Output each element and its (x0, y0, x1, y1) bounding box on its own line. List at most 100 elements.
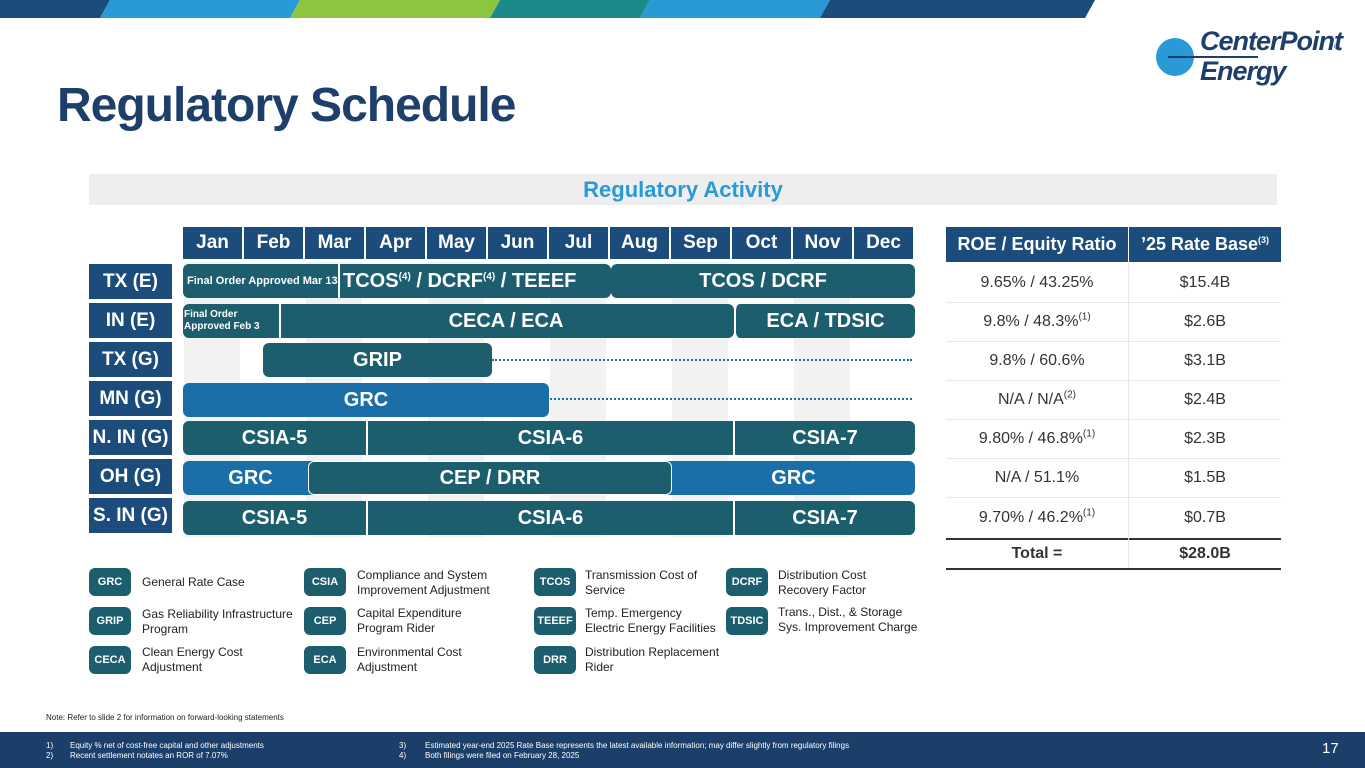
bar-label: CSIA-7 (792, 506, 858, 529)
legend-text: Transmission Cost of Service (585, 568, 698, 597)
page-title: Regulatory Schedule (57, 79, 516, 132)
centerpoint-logo: CenterPoint Energy ® (1150, 26, 1343, 96)
bar-label: CSIA-7 (792, 426, 858, 449)
month-header: Apr (366, 227, 425, 259)
table-total-value: $28.0B (1179, 545, 1231, 562)
bar-label: CSIA-6 (517, 426, 584, 449)
legend-badge: DRR (534, 646, 576, 674)
legend-badge: TEEEF (534, 607, 576, 635)
row-label: TX (G) (89, 342, 172, 377)
table-cell-rate: $2.3B (1184, 430, 1226, 447)
table-cell-rate: $2.4B (1184, 391, 1226, 408)
legend-badge: DCRF (726, 568, 768, 596)
month-header: Jul (549, 227, 608, 259)
table-cell-rate: $1.5B (1184, 469, 1226, 486)
legend-text: Temp. Emergency Electric Energy Facilitie… (585, 606, 716, 635)
footnote: 1) Equity % net of cost-free capital and … (46, 741, 264, 750)
logo-text-1: CenterPoint (1200, 26, 1343, 56)
table-cell-roe: 9.8% / 60.6% (989, 352, 1085, 369)
legend-badge: TCOS (534, 568, 576, 596)
table-divider (946, 458, 1281, 459)
bar-note: Final Order Approved Mar 13 (187, 275, 338, 287)
legend-text: Gas Reliability Infrastructure Program (142, 607, 293, 636)
bar-label: CSIA-5 (241, 426, 308, 449)
section-title: Regulatory Activity (89, 174, 1277, 205)
month-header: Sep (671, 227, 730, 259)
legend-text: General Rate Case (142, 575, 245, 589)
month-header: Nov (793, 227, 852, 259)
bar-note: Final Order Approved Feb 3 (184, 309, 260, 332)
logo-registered-mark: ® (1334, 42, 1340, 51)
logo-text-2: Energy (1200, 56, 1287, 86)
legend-badge: TDSIC (726, 607, 768, 635)
top-color-band (0, 0, 1095, 18)
schedule-bar-oh-cep: CEP / DRR (308, 461, 672, 495)
schedule-bar-tx-e-1: Final Order Approved Mar 13 TCOS(4) / DC… (183, 264, 611, 298)
page-number: 17 (1322, 740, 1339, 757)
logo-line (1168, 56, 1258, 58)
month-header: Oct (732, 227, 791, 259)
continuation-dotted-line (492, 359, 912, 361)
row-label: TX (E) (89, 264, 172, 299)
bar-divider (733, 421, 735, 455)
legend-text: Capital Expenditure Program Rider (357, 606, 462, 635)
bar-label: GRC (228, 466, 273, 489)
legend-text: Distribution Cost Recovery Factor (778, 568, 867, 597)
footnote: 4) Both filings were filed on February 28… (399, 751, 580, 760)
table-divider (946, 380, 1281, 381)
schedule-bar-s-in-g (183, 501, 915, 535)
legend-text: Compliance and System Improvement Adjustm… (357, 568, 490, 597)
footnote: 2) Recent settlement notates an ROR of 7.… (46, 751, 228, 760)
bar-label: CSIA-5 (241, 506, 308, 529)
table-header-rate-base: ’25 Rate Base(3) (1129, 227, 1281, 262)
month-header: Aug (610, 227, 669, 259)
schedule-bar-in-e-2: ECA / TDSIC (734, 304, 915, 338)
month-header: Mar (305, 227, 364, 259)
legend-badge: ECA (304, 646, 346, 674)
legend-text: Clean Energy Cost Adjustment (142, 645, 243, 674)
bar-divider (366, 501, 368, 535)
schedule-bar-mn-g: GRC (183, 383, 549, 417)
schedule-bar-n-in-g (183, 421, 915, 455)
bar-label: CECA / ECA (448, 309, 564, 332)
legend-text: Trans., Dist., & Storage Sys. Improvement… (778, 605, 918, 634)
table-cell-roe: 9.80% / 46.8%(1) (978, 428, 1096, 447)
legend-badge: CECA (89, 646, 131, 674)
row-label: S. IN (G) (89, 498, 172, 533)
table-total-top-rule (946, 538, 1281, 540)
bar-divider (733, 501, 735, 535)
footnote: 3) Estimated year-end 2025 Rate Base repr… (399, 741, 850, 750)
legend-text: Distribution Replacement Rider (585, 645, 720, 674)
table-divider (946, 341, 1281, 342)
month-header: May (427, 227, 486, 259)
continuation-dotted-line (550, 398, 912, 400)
schedule-bar-tx-g: GRIP (263, 343, 492, 377)
legend-badge: CSIA (304, 568, 346, 596)
table-divider (946, 497, 1281, 498)
table-divider (946, 419, 1281, 420)
row-label: OH (G) (89, 459, 172, 494)
row-label: IN (E) (89, 303, 172, 338)
table-cell-roe: N/A / N/A(2) (997, 389, 1077, 408)
legend-badge: CEP (304, 607, 346, 635)
month-header: Dec (854, 227, 913, 259)
footer-band: 1) Equity % net of cost-free capital and … (0, 732, 1365, 768)
schedule-bar-tx-e-2: TCOS / DCRF (611, 264, 915, 298)
month-header: Feb (244, 227, 303, 259)
table-header-roe: ROE / Equity Ratio (946, 227, 1128, 262)
legend-text: Environmental Cost Adjustment (357, 645, 462, 674)
table-cell-roe: N/A / 51.1% (994, 469, 1080, 486)
bar-divider (338, 264, 340, 298)
table-cell-roe: 9.70% / 46.2%(1) (978, 507, 1096, 526)
bar-label: CSIA-6 (517, 506, 584, 529)
table-cell-roe: 9.8% / 48.3%(1) (983, 311, 1091, 330)
table-cell-rate: $3.1B (1184, 352, 1226, 369)
table-divider (946, 302, 1281, 303)
bar-divider (279, 304, 281, 338)
bar-label: GRC (771, 466, 816, 489)
legend-badge: GRC (89, 568, 131, 596)
table-total-label: Total = (1011, 545, 1063, 562)
row-label: MN (G) (89, 381, 172, 416)
table-cell-rate: $0.7B (1184, 509, 1226, 526)
row-label: N. IN (G) (89, 420, 172, 455)
